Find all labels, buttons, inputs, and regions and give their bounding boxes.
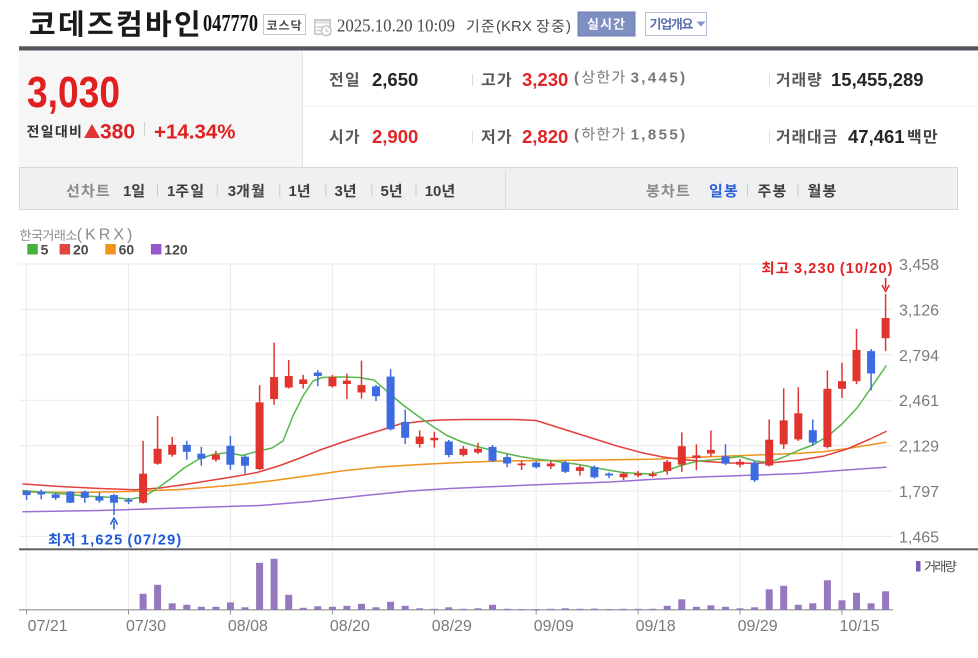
svg-text:07/30: 07/30 (126, 618, 166, 635)
svg-text:09/18: 09/18 (636, 618, 676, 635)
svg-text:2,820: 2,820 (522, 126, 568, 147)
svg-text:60: 60 (119, 242, 135, 258)
svg-text:09/29: 09/29 (738, 618, 778, 635)
svg-text:5: 5 (41, 242, 49, 258)
svg-text:15,455,289: 15,455,289 (831, 69, 924, 90)
svg-text:047770: 047770 (203, 11, 258, 37)
svg-text:1,797: 1,797 (899, 484, 939, 501)
svg-text:09/09: 09/09 (534, 618, 574, 635)
svg-text:08/08: 08/08 (228, 618, 268, 635)
svg-text:1,625: 1,625 (81, 533, 122, 549)
svg-text:3,126: 3,126 (899, 302, 939, 319)
svg-text:3,458: 3,458 (899, 257, 939, 274)
svg-text:20: 20 (73, 242, 89, 258)
svg-text:08/20: 08/20 (330, 618, 370, 635)
svg-text:2025.10.20 10:09: 2025.10.20 10:09 (337, 16, 455, 36)
svg-text:3,445): 3,445) (631, 70, 686, 87)
svg-text:+14.34%: +14.34% (154, 120, 236, 143)
svg-text:2,461: 2,461 (899, 393, 939, 410)
svg-text:(: ( (574, 127, 579, 144)
svg-text:1: 1 (289, 183, 297, 200)
svg-text:2,900: 2,900 (372, 126, 418, 147)
svg-text:(: ( (574, 70, 579, 87)
svg-text:08/29: 08/29 (432, 618, 472, 635)
svg-text:3,030: 3,030 (27, 68, 120, 117)
svg-text:(07/29): (07/29) (128, 533, 182, 549)
svg-text:120: 120 (164, 242, 188, 258)
svg-text:1,465: 1,465 (899, 529, 939, 546)
svg-text:10/15: 10/15 (840, 618, 880, 635)
svg-text:2,129: 2,129 (899, 439, 939, 456)
svg-text:1: 1 (167, 183, 175, 200)
svg-text:3: 3 (228, 183, 236, 200)
svg-text:): ) (566, 18, 571, 35)
svg-text:1,855): 1,855) (631, 127, 686, 144)
svg-text:2,794: 2,794 (899, 348, 939, 365)
svg-text:3,230: 3,230 (794, 261, 835, 277)
svg-text:1: 1 (123, 183, 131, 200)
svg-text:10: 10 (425, 183, 442, 200)
svg-text:07/21: 07/21 (28, 618, 68, 635)
svg-text:(KRX): (KRX) (77, 227, 133, 244)
svg-text:3: 3 (335, 183, 343, 200)
svg-text:(KRX: (KRX (496, 18, 532, 35)
svg-text:3,230: 3,230 (522, 69, 568, 90)
svg-text:47,461: 47,461 (848, 126, 905, 147)
svg-text:5: 5 (381, 183, 389, 200)
svg-text:2,650: 2,650 (372, 69, 418, 90)
svg-text:(10/20): (10/20) (840, 261, 893, 277)
svg-text:380: 380 (100, 120, 135, 143)
